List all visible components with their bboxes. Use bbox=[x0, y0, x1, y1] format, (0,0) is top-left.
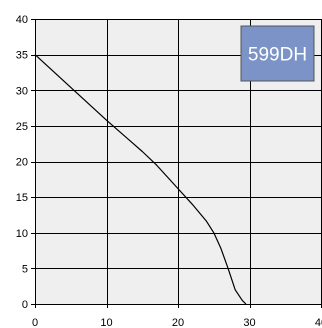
x-tick-label-30: 30 bbox=[243, 317, 255, 328]
y-tick-label-20: 20 bbox=[16, 157, 28, 169]
x-tick-label-20: 20 bbox=[172, 317, 184, 328]
x-tick-label-0: 0 bbox=[32, 317, 38, 328]
x-axis-tick-labels: 0 10 20 30 40 bbox=[32, 317, 322, 328]
y-axis-tick-labels: 0 5 10 15 20 25 30 35 40 bbox=[16, 14, 28, 311]
series-line-0 bbox=[34, 54, 247, 305]
series-layer bbox=[34, 54, 247, 305]
y-tick-label-5: 5 bbox=[22, 263, 28, 275]
legend: 599DH bbox=[240, 25, 315, 82]
y-tick-label-30: 30 bbox=[16, 85, 28, 97]
y-tick-label-25: 25 bbox=[16, 121, 28, 133]
x-tick-label-10: 10 bbox=[100, 317, 112, 328]
y-tick-label-15: 15 bbox=[16, 192, 28, 204]
y-tick-label-40: 40 bbox=[16, 14, 28, 26]
y-tick-label-35: 35 bbox=[16, 50, 28, 62]
y-tick-label-10: 10 bbox=[16, 228, 28, 240]
x-tick-label-40: 40 bbox=[315, 317, 322, 328]
y-tick-label-0: 0 bbox=[22, 299, 28, 311]
legend-label: 599DH bbox=[248, 45, 307, 66]
legend-box bbox=[240, 25, 315, 82]
